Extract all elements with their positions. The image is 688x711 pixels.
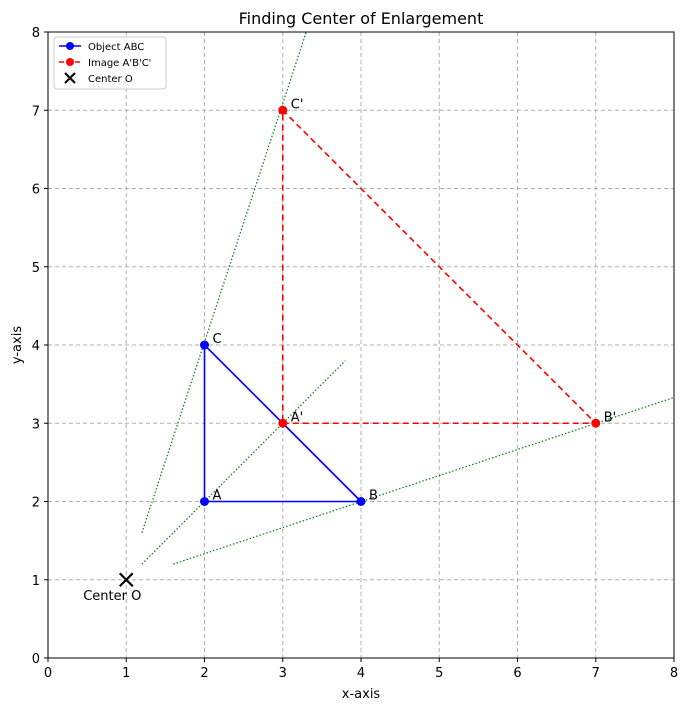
x-tick-label: 8: [670, 666, 678, 681]
y-tick-label: 2: [32, 496, 40, 511]
x-tick-label: 5: [435, 666, 443, 681]
y-tick-label: 1: [32, 574, 40, 589]
legend-label: Object ABC: [88, 42, 144, 53]
data-point: [356, 497, 366, 506]
x-tick-label: 3: [279, 666, 287, 681]
y-tick-label: 6: [32, 183, 40, 198]
y-axis-label: y-axis: [10, 326, 25, 364]
y-tick-label: 8: [32, 26, 40, 41]
legend: Object ABC Image A'B'C' Center O: [53, 36, 167, 90]
legend-label: Image A'B'C': [88, 58, 151, 69]
legend-marker: [66, 42, 74, 50]
x-tick-label: 6: [513, 666, 521, 681]
guide-line: [173, 396, 675, 565]
center-layer: Center O: [83, 572, 141, 604]
x-axis-label: x-axis: [342, 687, 381, 702]
point-label: B': [604, 410, 617, 425]
data-point: [200, 340, 209, 350]
guide-line: [141, 31, 307, 533]
x-tick-label: 2: [200, 666, 208, 681]
point-label: A: [213, 489, 222, 504]
legend-box: [53, 36, 167, 90]
data-point: [591, 418, 601, 428]
y-tick-label: 0: [32, 652, 40, 667]
series-layer: A B C A' B' C': [200, 97, 616, 506]
y-tick-label: 5: [32, 261, 40, 276]
data-point: [278, 105, 288, 115]
data-point: [200, 497, 209, 506]
center-marker: [118, 572, 134, 588]
guide-line: [141, 360, 346, 565]
legend-center-marker: [64, 72, 76, 84]
point-label: B: [369, 489, 378, 504]
x-tick-label: 4: [357, 666, 365, 681]
point-label: A': [291, 410, 303, 425]
data-point: [278, 418, 288, 428]
ticks: 0 1 2 3 4 5 6 7 8 0 1 2 3 4 5 6 7 8: [32, 26, 678, 681]
point-label: C': [291, 97, 304, 112]
point-label: C: [213, 332, 222, 347]
x-tick-label: 7: [592, 666, 600, 681]
x-tick-label: 1: [122, 666, 130, 681]
chart-title: Finding Center of Enlargement: [239, 9, 484, 28]
guide-lines: [141, 31, 675, 565]
center-label: Center O: [83, 589, 141, 604]
x-tick-label: 0: [44, 666, 52, 681]
legend-marker: [66, 58, 74, 66]
y-tick-label: 3: [32, 417, 40, 432]
y-tick-label: 4: [32, 339, 40, 354]
legend-label: Center O: [88, 74, 133, 85]
triangle-outline: [281, 108, 598, 425]
y-tick-label: 7: [32, 104, 40, 119]
